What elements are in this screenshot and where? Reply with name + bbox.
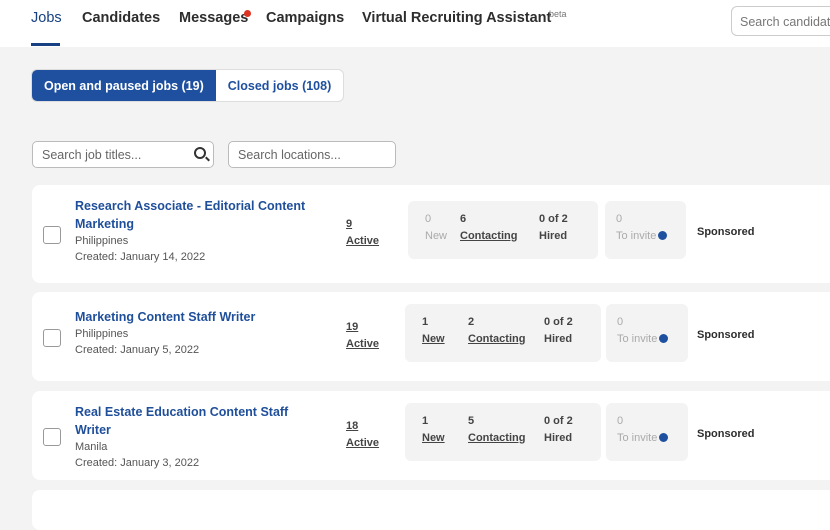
hired-count: 0 of 2 xyxy=(544,414,573,427)
placeholder: Search job titles... xyxy=(42,148,142,162)
contacting-label: Contacting xyxy=(468,431,526,444)
contacting-count: 5 xyxy=(468,414,475,427)
job-card: Real Estate Education Content Staff Writ… xyxy=(32,391,830,480)
hired-stat: 0 of 2 Hired xyxy=(539,211,568,245)
invite-label: To invite xyxy=(617,431,658,444)
hired-label: Hired xyxy=(544,431,573,444)
job-card: Marketing Content Staff Writer Philippin… xyxy=(32,292,830,381)
invite-count: 0 xyxy=(616,213,623,225)
hired-count: 0 of 2 xyxy=(544,315,573,328)
new-label: New xyxy=(422,431,445,444)
job-checkbox[interactable] xyxy=(43,328,61,347)
invite-stat: 0 To invite xyxy=(616,211,668,245)
job-created-date: Created: January 3, 2022 xyxy=(75,457,200,469)
beta-badge: beta xyxy=(549,9,567,19)
active-label: Active xyxy=(346,337,380,350)
job-checkbox[interactable] xyxy=(43,226,61,244)
job-status-toggle: Open and paused jobs (19) Closed jobs (1… xyxy=(31,69,345,102)
active-label: Active xyxy=(346,235,380,247)
invite-count: 0 xyxy=(617,414,624,427)
invite-stat: 0 To invite xyxy=(617,413,669,447)
contacting-count: 6 xyxy=(460,213,467,225)
active-label: Active xyxy=(346,436,380,449)
job-title-link[interactable]: Research Associate - Editorial Content M… xyxy=(75,199,306,231)
info-icon[interactable] xyxy=(659,333,669,343)
tab-jobs[interactable]: Jobs xyxy=(31,10,62,26)
contacting-label: Contacting xyxy=(460,230,518,242)
active-candidates-link[interactable]: 9 Active xyxy=(346,216,379,250)
contacting-label: Contacting xyxy=(468,332,526,345)
invite-stats: 0 To invite xyxy=(606,303,688,362)
job-title-link[interactable]: Marketing Content Staff Writer xyxy=(75,310,256,324)
new-stat[interactable]: 1 New xyxy=(422,413,445,447)
job-created-date: Created: January 5, 2022 xyxy=(75,344,200,356)
job-card xyxy=(32,490,830,530)
contacting-count: 2 xyxy=(468,315,475,328)
hired-count: 0 of 2 xyxy=(539,213,568,225)
invite-stats: 0 To invite xyxy=(605,201,686,259)
unread-dot xyxy=(244,10,251,17)
new-label: New xyxy=(422,332,445,345)
hired-stat: 0 of 2 Hired xyxy=(544,413,573,447)
candidate-search-input[interactable]: Search candidat xyxy=(731,6,830,36)
job-status: Sponsored xyxy=(697,427,755,440)
tab-virtual-recruiting-assistant[interactable]: Virtual Recruiting Assistant xyxy=(362,10,552,26)
active-tab-indicator xyxy=(31,43,60,46)
job-location: Philippines xyxy=(75,328,129,340)
active-count: 19 xyxy=(346,320,359,333)
new-count: 1 xyxy=(422,315,429,328)
contacting-stat[interactable]: 5 Contacting xyxy=(468,413,525,447)
info-icon[interactable] xyxy=(658,231,668,240)
new-label: New xyxy=(425,230,448,242)
pipeline-stats: 1 New 2 Contacting 0 of 2 Hired xyxy=(405,303,601,362)
new-count: 1 xyxy=(422,414,429,427)
invite-stat: 0 To invite xyxy=(617,314,669,348)
job-card: Research Associate - Editorial Content M… xyxy=(32,185,830,283)
location-search-input[interactable]: Search locations... xyxy=(228,141,396,168)
job-status: Sponsored xyxy=(697,328,755,341)
contacting-stat[interactable]: 6 Contacting xyxy=(460,211,517,245)
active-count: 9 xyxy=(346,218,353,230)
job-status: Sponsored xyxy=(697,226,755,238)
new-stat: 0 New xyxy=(425,211,447,245)
hired-stat: 0 of 2 Hired xyxy=(544,314,573,348)
tab-campaigns[interactable]: Campaigns xyxy=(266,10,345,26)
new-stat[interactable]: 1 New xyxy=(422,314,445,348)
contacting-stat[interactable]: 2 Contacting xyxy=(468,314,525,348)
closed-jobs-tab[interactable]: Closed jobs (108) xyxy=(227,79,332,93)
invite-stats: 0 To invite xyxy=(606,402,688,461)
search-icon[interactable] xyxy=(194,147,206,159)
open-jobs-tab[interactable]: Open and paused jobs (19) xyxy=(32,70,216,101)
job-title-search-input[interactable]: Search job titles... xyxy=(32,141,214,168)
invite-label: To invite xyxy=(616,230,657,242)
job-location: Manila xyxy=(75,441,108,453)
invite-count: 0 xyxy=(617,315,624,328)
job-title-link[interactable]: Real Estate Education Content Staff Writ… xyxy=(75,405,289,437)
active-candidates-link[interactable]: 19 Active xyxy=(346,319,379,353)
invite-label: To invite xyxy=(617,332,658,345)
job-checkbox[interactable] xyxy=(43,427,61,446)
job-location: Philippines xyxy=(75,235,129,247)
tab-messages[interactable]: Messages xyxy=(179,10,249,26)
top-nav xyxy=(0,0,830,47)
hired-label: Hired xyxy=(539,230,568,242)
tab-candidates[interactable]: Candidates xyxy=(82,10,161,26)
new-count: 0 xyxy=(425,213,432,225)
active-count: 18 xyxy=(346,419,359,432)
info-icon[interactable] xyxy=(659,432,669,442)
pipeline-stats: 1 New 5 Contacting 0 of 2 Hired xyxy=(405,402,601,461)
pipeline-stats: 0 New 6 Contacting 0 of 2 Hired xyxy=(408,201,598,259)
job-created-date: Created: January 14, 2022 xyxy=(75,251,206,263)
hired-label: Hired xyxy=(544,332,573,345)
active-candidates-link[interactable]: 18 Active xyxy=(346,418,379,452)
